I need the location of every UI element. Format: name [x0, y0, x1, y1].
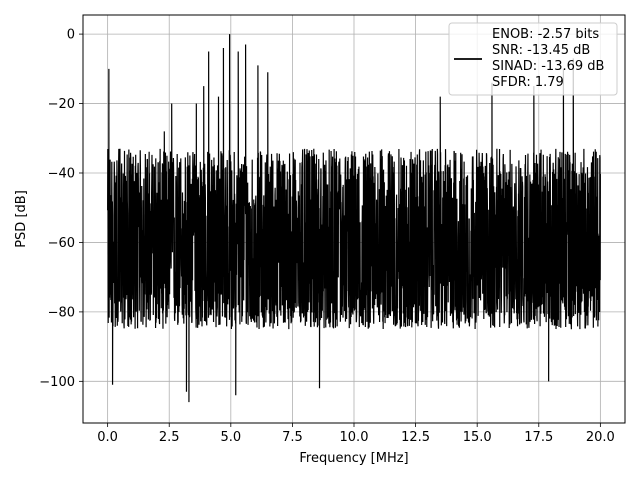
y-tick-label: −80 — [48, 305, 75, 320]
y-tick-label: −40 — [48, 166, 75, 181]
legend: ENOB: -2.57 bits SNR: -13.45 dB SINAD: -… — [448, 22, 618, 96]
y-tick-label: −20 — [48, 97, 75, 112]
legend-snr: SNR: -13.45 dB — [492, 43, 590, 58]
legend-sfdr: SFDR: 1.79 — [492, 75, 564, 90]
x-tick-label: 5.0 — [220, 430, 241, 445]
x-tick-label: 17.5 — [524, 430, 553, 445]
psd-trace — [107, 34, 601, 403]
x-tick-label: 10.0 — [340, 430, 369, 445]
x-tick-label: 0.0 — [97, 430, 118, 445]
y-tick-label: 0 — [67, 28, 75, 43]
legend-box — [448, 22, 618, 96]
y-tick-label: −100 — [39, 375, 75, 390]
x-tick-label: 12.5 — [401, 430, 430, 445]
x-tick-label: 15.0 — [463, 430, 492, 445]
x-tick-label: 20.0 — [586, 430, 615, 445]
x-tick-label: 2.5 — [159, 430, 180, 445]
legend-enob: ENOB: -2.57 bits — [492, 27, 599, 42]
axis-ticks: 0.0 2.5 5.0 7.5 10.0 12.5 15.0 17.5 20.0 0 −20 −40 −… — [39, 28, 615, 445]
x-tick-label: 7.5 — [282, 430, 303, 445]
psd-series — [107, 34, 601, 403]
y-axis-label: PSD [dB] — [14, 190, 29, 248]
x-axis-label: Frequency [MHz] — [299, 451, 408, 466]
legend-sinad: SINAD: -13.69 dB — [492, 59, 604, 74]
y-tick-label: −60 — [48, 236, 75, 251]
